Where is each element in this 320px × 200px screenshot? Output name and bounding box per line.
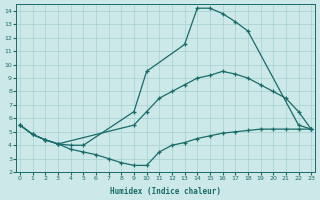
X-axis label: Humidex (Indice chaleur): Humidex (Indice chaleur) — [110, 187, 221, 196]
